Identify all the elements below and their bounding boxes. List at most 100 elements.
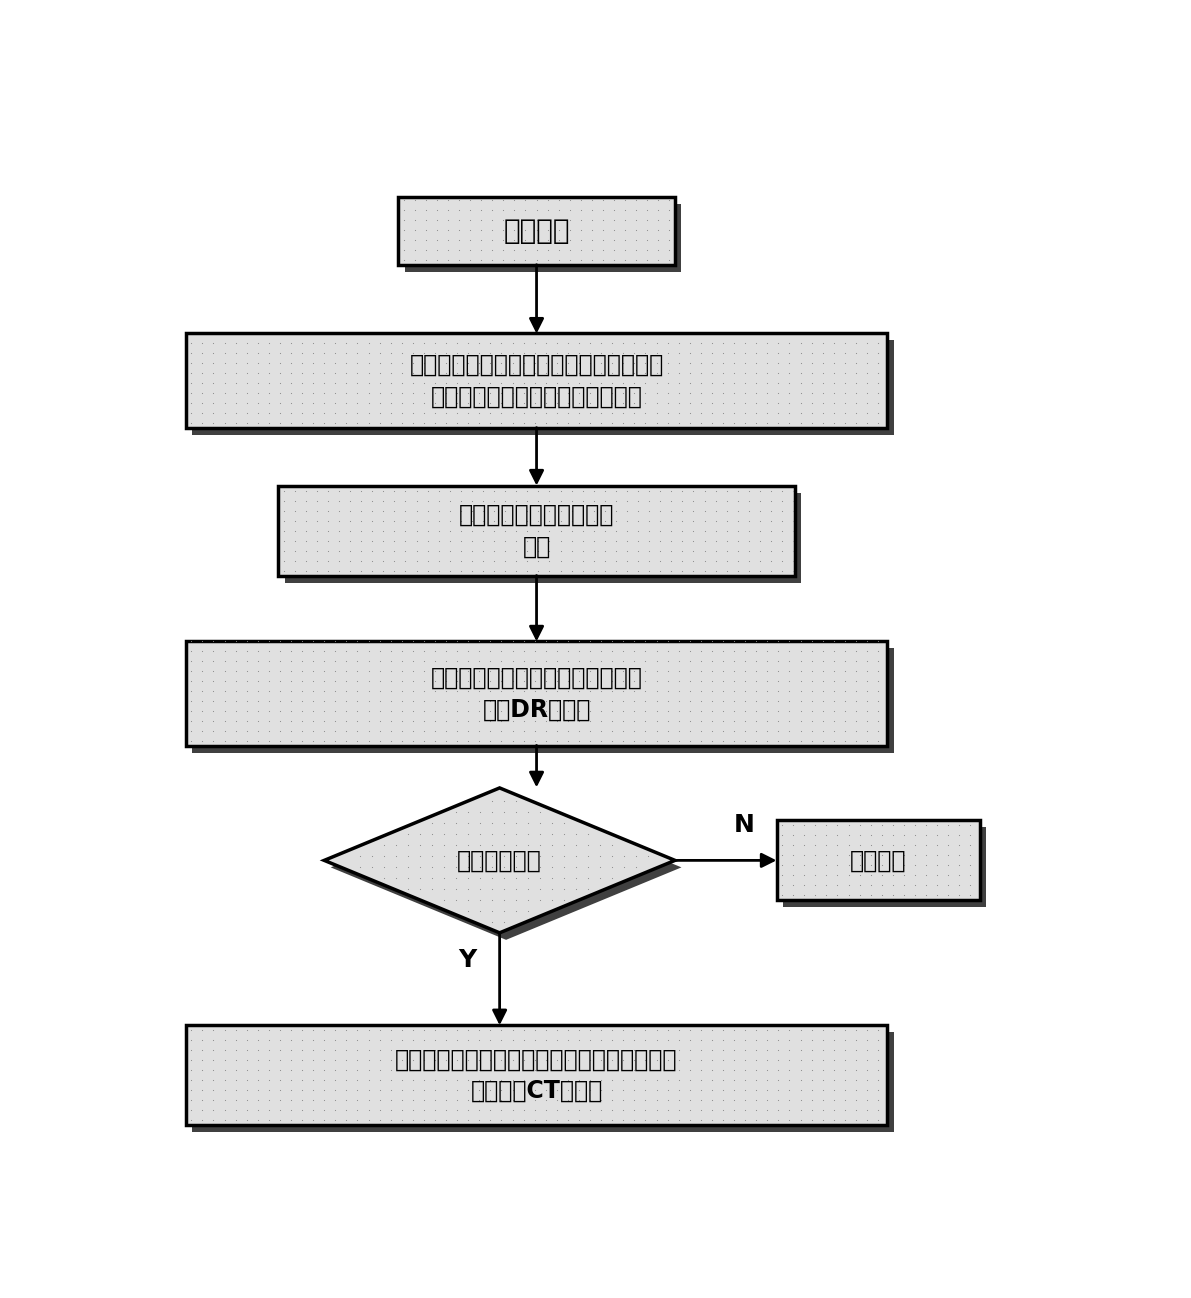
Point — [293, 720, 312, 741]
Point — [237, 393, 256, 414]
Point — [481, 353, 500, 374]
Point — [503, 402, 522, 423]
Point — [326, 1080, 345, 1101]
Point — [492, 710, 511, 731]
Point — [713, 671, 732, 692]
Point — [281, 353, 300, 374]
Point — [625, 362, 644, 383]
Point — [314, 631, 333, 652]
Point — [481, 1050, 500, 1071]
Point — [448, 1099, 467, 1120]
Point — [216, 413, 235, 434]
Point — [417, 190, 436, 210]
Point — [817, 845, 836, 866]
Point — [274, 520, 293, 541]
Point — [773, 550, 792, 571]
Point — [606, 510, 625, 531]
Point — [680, 373, 699, 393]
Point — [757, 1080, 777, 1101]
Point — [226, 402, 245, 423]
Point — [293, 402, 312, 423]
Point — [437, 373, 456, 393]
Point — [381, 383, 400, 404]
Point — [747, 1070, 766, 1090]
Point — [605, 200, 624, 221]
Point — [847, 362, 866, 383]
Point — [791, 393, 810, 414]
Point — [613, 1029, 632, 1050]
Point — [824, 691, 843, 711]
Point — [494, 901, 513, 922]
Point — [585, 510, 604, 531]
Point — [505, 200, 524, 221]
Point — [515, 1110, 534, 1131]
Text: 重置出待检电子元件内外结构的三维计算机层
析成像（CT）图像: 重置出待检电子元件内外结构的三维计算机层 析成像（CT）图像 — [395, 1047, 678, 1103]
Point — [441, 480, 460, 501]
Point — [647, 402, 666, 423]
Point — [603, 362, 622, 383]
Point — [791, 1050, 810, 1071]
Point — [370, 1070, 389, 1090]
Point — [536, 1020, 555, 1041]
Point — [640, 561, 659, 582]
Point — [736, 671, 755, 692]
Point — [606, 500, 625, 520]
Point — [459, 332, 478, 353]
Point — [503, 671, 522, 692]
Point — [459, 701, 478, 722]
Point — [757, 701, 777, 722]
Point — [474, 540, 493, 561]
Point — [894, 826, 913, 846]
Point — [757, 362, 777, 383]
Point — [616, 249, 635, 270]
Point — [515, 373, 534, 393]
Point — [293, 383, 312, 404]
Point — [613, 710, 632, 731]
Point — [270, 710, 289, 731]
Point — [348, 1050, 367, 1071]
Point — [691, 1029, 710, 1050]
Point — [428, 249, 447, 270]
Point — [548, 1050, 567, 1071]
Point — [847, 641, 866, 662]
Point — [647, 383, 666, 404]
Point — [582, 200, 601, 221]
Point — [385, 550, 404, 571]
Point — [569, 710, 588, 731]
Point — [469, 1060, 488, 1081]
Point — [351, 500, 370, 520]
Point — [528, 219, 547, 240]
Point — [392, 1090, 411, 1111]
Point — [802, 353, 821, 374]
Point — [703, 343, 722, 363]
Point — [625, 731, 644, 752]
Point — [425, 362, 444, 383]
Point — [392, 362, 411, 383]
Point — [281, 402, 300, 423]
Point — [404, 691, 423, 711]
Point — [492, 1080, 511, 1101]
Point — [724, 373, 743, 393]
Point — [780, 1020, 799, 1041]
Point — [193, 1090, 212, 1111]
Point — [326, 353, 345, 374]
Point — [680, 353, 699, 374]
Point — [370, 710, 389, 731]
Point — [868, 1029, 887, 1050]
Point — [858, 731, 877, 752]
Point — [750, 520, 769, 541]
Point — [204, 1020, 223, 1041]
Point — [691, 701, 710, 722]
Point — [370, 1040, 389, 1060]
Text: N: N — [734, 814, 755, 837]
Point — [724, 731, 743, 752]
Point — [293, 1020, 312, 1041]
Point — [226, 413, 245, 434]
Point — [560, 249, 579, 270]
Point — [784, 500, 803, 520]
Point — [691, 393, 710, 414]
Point — [505, 190, 524, 210]
Point — [684, 540, 703, 561]
Point — [625, 650, 644, 671]
Point — [394, 200, 413, 221]
